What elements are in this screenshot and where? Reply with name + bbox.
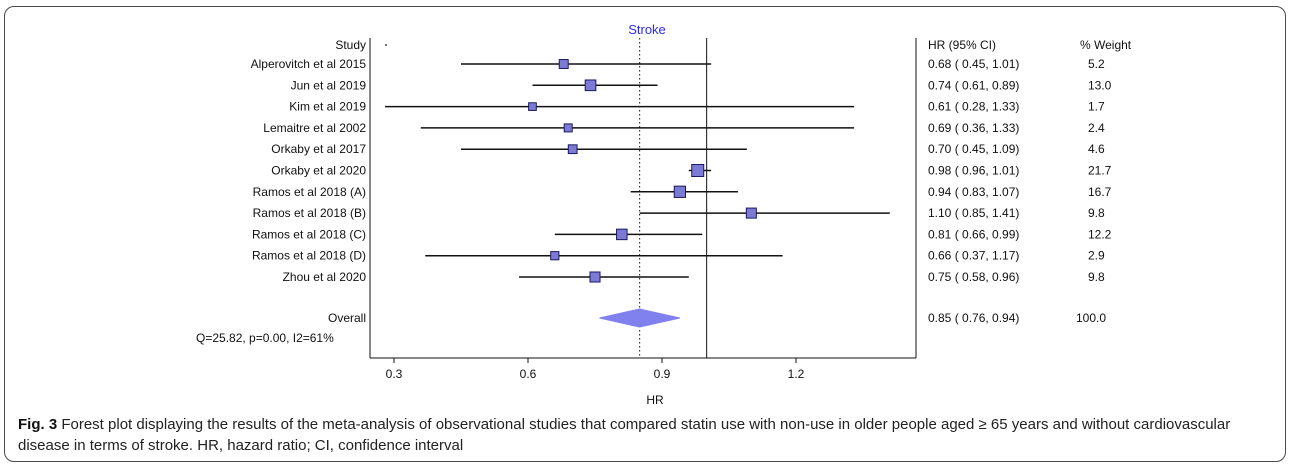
overall-label: Overall bbox=[328, 311, 366, 325]
hr-ci-value: 0.61 ( 0.28, 1.33) bbox=[928, 100, 1019, 114]
x-tick-label: 1.2 bbox=[788, 367, 805, 381]
weight-value: 16.7 bbox=[1088, 185, 1112, 199]
study-name: Orkaby et al 2020 bbox=[271, 164, 366, 178]
figure-label: Fig. 3 bbox=[18, 416, 58, 433]
study-name: Kim et al 2019 bbox=[289, 100, 366, 114]
x-tick-label: 0.3 bbox=[386, 367, 403, 381]
hr-ci-value: 0.74 ( 0.61, 0.89) bbox=[928, 78, 1019, 92]
hr-point-box bbox=[563, 123, 573, 133]
overall-diamond bbox=[599, 308, 680, 328]
overall-weight-value: 100.0 bbox=[1076, 311, 1106, 325]
chart-title: Stroke bbox=[628, 22, 666, 37]
study-row: Kim et al 2019 0.61 ( 0.28, 1.33) 1.7 bbox=[289, 100, 1105, 114]
weight-value: 9.8 bbox=[1088, 270, 1105, 284]
hr-point-box bbox=[558, 59, 569, 69]
hr-ci-value: 0.69 ( 0.36, 1.33) bbox=[928, 121, 1019, 135]
forest-plot: Stroke Study HR (95% CI) % Weight 0.3 0.6… bbox=[196, 22, 1132, 407]
weight-value: 9.8 bbox=[1088, 206, 1105, 220]
x-axis-ticks: 0.3 0.6 0.9 1.2 bbox=[386, 358, 805, 381]
study-row: Jun et al 2019 0.74 ( 0.61, 0.89) 13.0 bbox=[291, 78, 1112, 92]
weight-column-header: % Weight bbox=[1080, 38, 1132, 52]
hr-ci-value: 1.10 ( 0.85, 1.41) bbox=[928, 206, 1019, 220]
study-name: Jun et al 2019 bbox=[291, 78, 367, 92]
study-row: Ramos et al 2018 (A) 0.94 ( 0.83, 1.07) 16… bbox=[253, 185, 1112, 199]
study-row: Zhou et al 2020 0.75 ( 0.58, 0.96) 9.8 bbox=[283, 270, 1105, 284]
hr-ci-value: 0.98 ( 0.96, 1.01) bbox=[928, 164, 1019, 178]
study-row: Lemaitre et al 2002 0.69 ( 0.36, 1.33) 2.4 bbox=[263, 121, 1105, 135]
study-row: Ramos et al 2018 (B) 1.10 ( 0.85, 1.41) 9.… bbox=[253, 206, 1105, 220]
weight-value: 21.7 bbox=[1088, 164, 1112, 178]
hr-ci-value: 0.75 ( 0.58, 0.96) bbox=[928, 270, 1019, 284]
hr-point-box bbox=[584, 79, 597, 92]
study-rows: Alperovitch et al 2015 0.68 ( 0.45, 1.01)… bbox=[251, 44, 1112, 284]
weight-value: 4.6 bbox=[1088, 142, 1105, 156]
overall-hr-ci-value: 0.85 ( 0.76, 0.94) bbox=[928, 311, 1019, 325]
weight-value: 2.4 bbox=[1088, 121, 1105, 135]
study-name: Alperovitch et al 2015 bbox=[251, 57, 367, 71]
hr-ci-value: 0.94 ( 0.83, 1.07) bbox=[928, 185, 1019, 199]
study-name: Orkaby et al 2017 bbox=[271, 142, 366, 156]
hr-point-box bbox=[745, 207, 757, 219]
x-axis-label: HR bbox=[646, 393, 664, 407]
hr-point-box bbox=[528, 102, 537, 111]
caption-text: Forest plot displaying the results of th… bbox=[18, 416, 1231, 454]
study-name: Ramos et al 2018 (A) bbox=[253, 185, 366, 199]
header-dot bbox=[385, 44, 387, 46]
heterogeneity-statistics: Q=25.82, p=0.00, I2=61% bbox=[196, 331, 334, 345]
study-column-header: Study bbox=[335, 38, 366, 52]
study-row: Orkaby et al 2020 0.98 ( 0.96, 1.01) 21.7 bbox=[271, 164, 1111, 178]
study-row: Orkaby et al 2017 0.70 ( 0.45, 1.09) 4.6 bbox=[271, 142, 1105, 156]
x-tick-label: 0.6 bbox=[520, 367, 537, 381]
overall-row: Overall 0.85 ( 0.76, 0.94) 100.0 bbox=[328, 308, 1106, 328]
hr-ci-value: 0.68 ( 0.45, 1.01) bbox=[928, 57, 1019, 71]
hr-point-box bbox=[567, 144, 578, 155]
study-name: Zhou et al 2020 bbox=[283, 270, 367, 284]
x-tick-label: 0.9 bbox=[654, 367, 671, 381]
hr-point-box bbox=[589, 271, 601, 283]
hr-point-box bbox=[616, 228, 628, 241]
study-name: Ramos et al 2018 (B) bbox=[253, 206, 366, 220]
hr-column-header: HR (95% CI) bbox=[928, 38, 996, 52]
weight-value: 1.7 bbox=[1088, 100, 1105, 114]
weight-value: 12.2 bbox=[1088, 227, 1112, 241]
hr-point-box bbox=[691, 164, 705, 177]
study-name: Lemaitre et al 2002 bbox=[263, 121, 366, 135]
study-row: Alperovitch et al 2015 0.68 ( 0.45, 1.01)… bbox=[251, 57, 1105, 71]
study-name: Ramos et al 2018 (D) bbox=[252, 249, 366, 263]
study-name: Ramos et al 2018 (C) bbox=[252, 227, 366, 241]
hr-point-box bbox=[673, 185, 686, 198]
weight-value: 5.2 bbox=[1088, 57, 1105, 71]
weight-value: 2.9 bbox=[1088, 249, 1105, 263]
hr-ci-value: 0.81 ( 0.66, 0.99) bbox=[928, 227, 1019, 241]
hr-point-box bbox=[550, 251, 560, 261]
hr-ci-value: 0.66 ( 0.37, 1.17) bbox=[928, 249, 1019, 263]
hr-ci-value: 0.70 ( 0.45, 1.09) bbox=[928, 142, 1019, 156]
figure-caption: Fig. 3 Forest plot displaying the result… bbox=[18, 414, 1278, 456]
study-row: Ramos et al 2018 (C) 0.81 ( 0.66, 0.99) 12… bbox=[252, 227, 1112, 241]
weight-value: 13.0 bbox=[1088, 78, 1112, 92]
study-row: Ramos et al 2018 (D) 0.66 ( 0.37, 1.17) 2.… bbox=[252, 249, 1105, 263]
